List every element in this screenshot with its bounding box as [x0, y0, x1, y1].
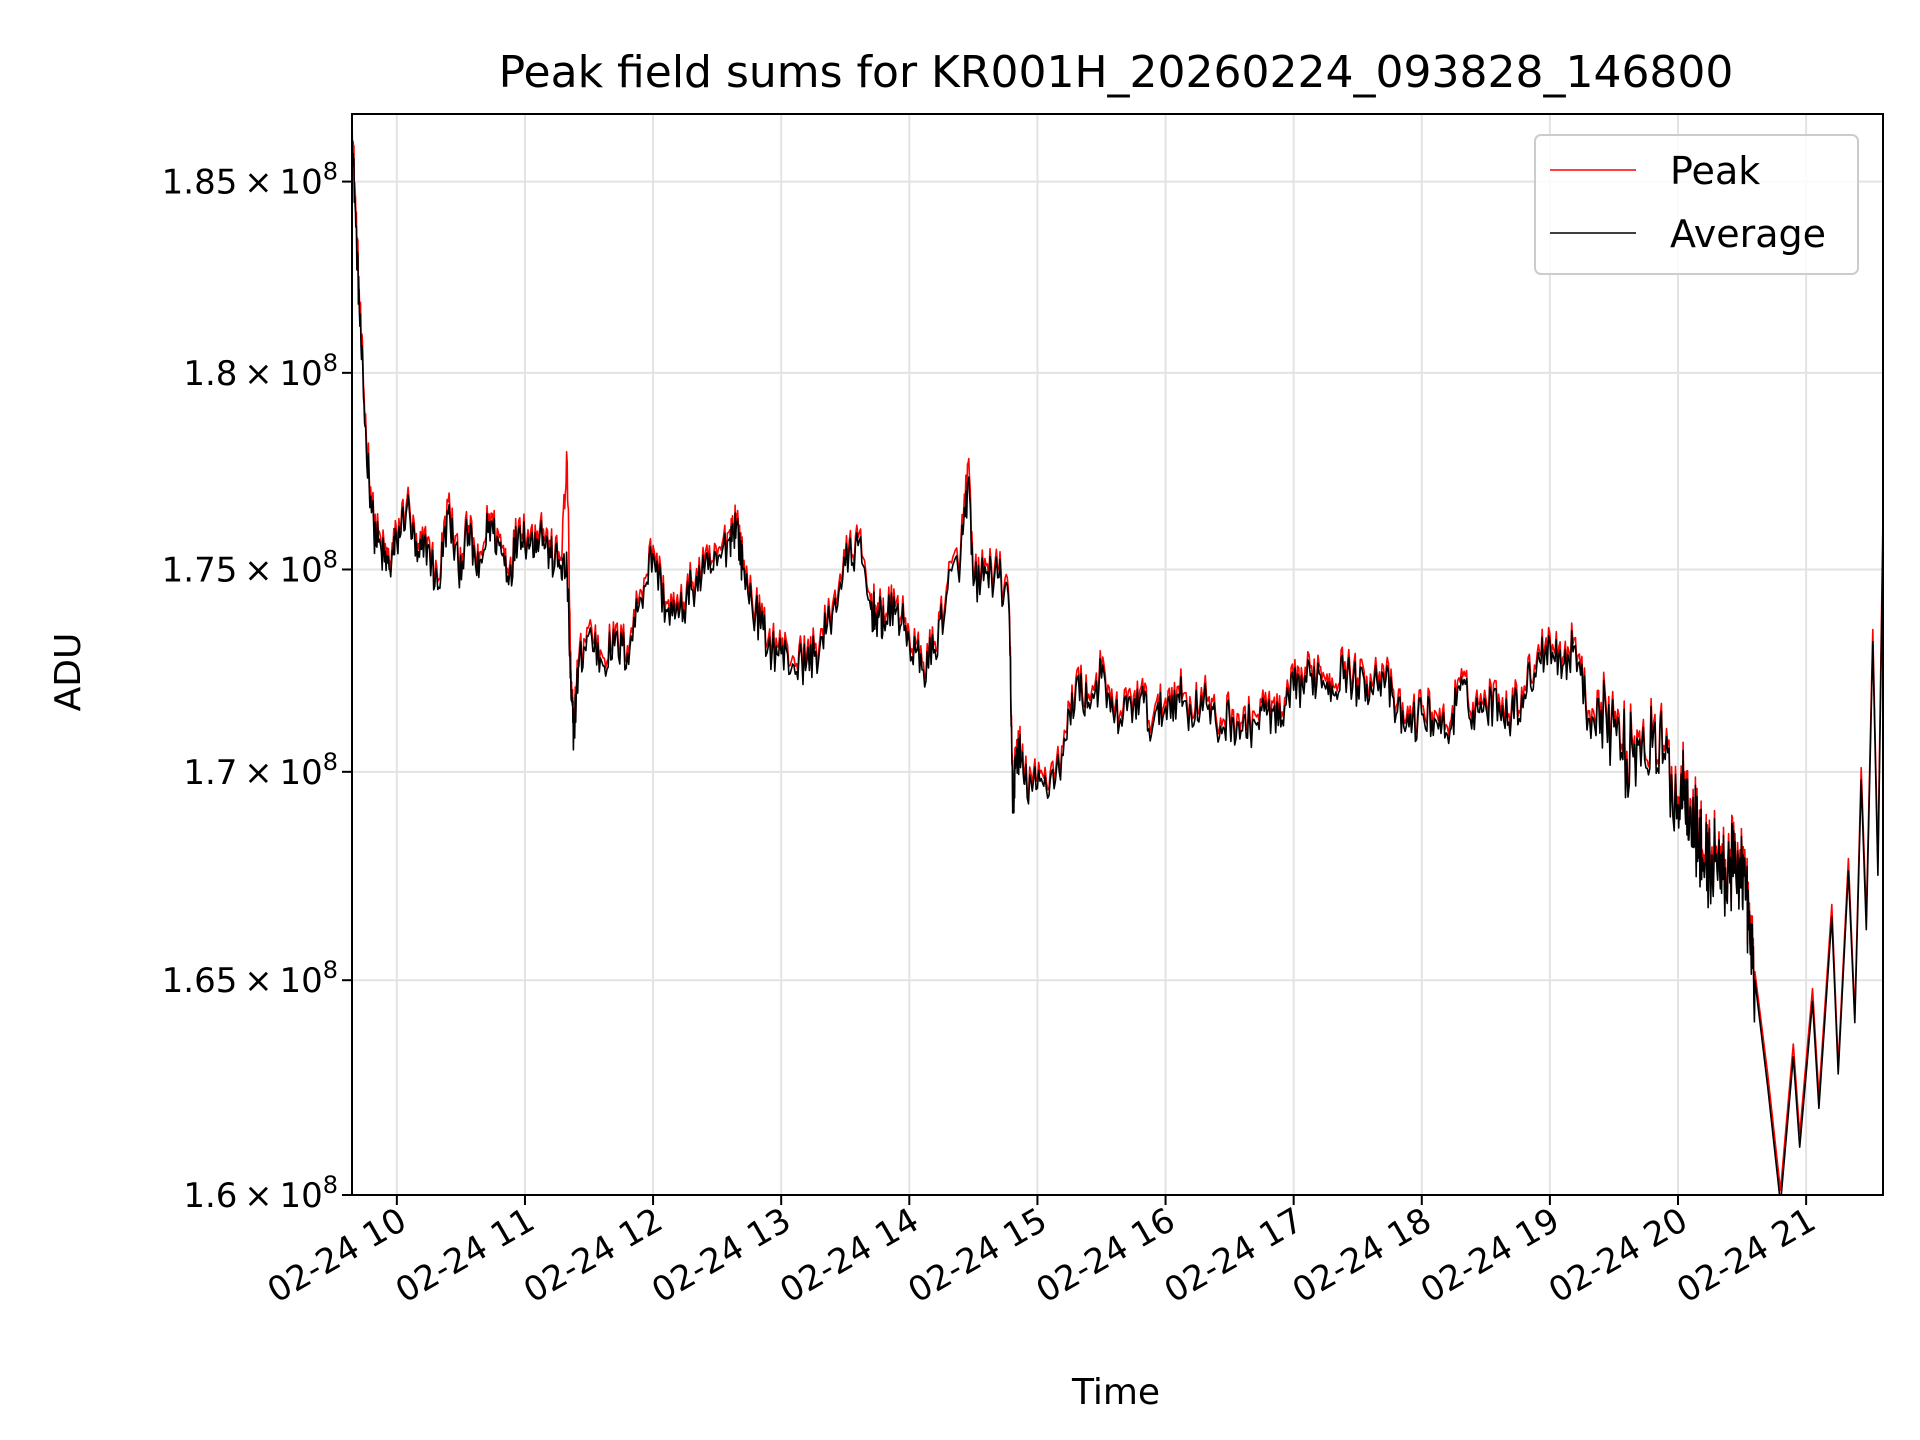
y-tick-label: 1.7 × 108: [183, 748, 338, 793]
legend-peak-label: Peak: [1670, 149, 1760, 193]
y-tick-label: 1.85 × 108: [162, 158, 338, 203]
y-tick-label: 1.6 × 108: [183, 1171, 338, 1216]
chart-title: Peak field sums for KR001H_20260224_0938…: [499, 47, 1734, 98]
x-axis-label: Time: [1071, 1372, 1160, 1413]
legend-average-label: Average: [1670, 212, 1826, 256]
series-layer: [352, 114, 1883, 1195]
legend: Peak Average: [1534, 134, 1859, 275]
y-axis: 1.6 × 108 1.65 × 108 1.7 × 108 1.75 × 108 1.…: [162, 158, 352, 1216]
y-tick-label: 1.75 × 108: [162, 545, 338, 590]
y-axis-label: ADU: [48, 633, 89, 712]
plot-frame: [351, 113, 1884, 1196]
y-tick-label: 1.65 × 108: [162, 956, 338, 1001]
series-line-average: [352, 125, 1883, 1195]
y-tick-label: 1.8 × 108: [183, 349, 338, 394]
